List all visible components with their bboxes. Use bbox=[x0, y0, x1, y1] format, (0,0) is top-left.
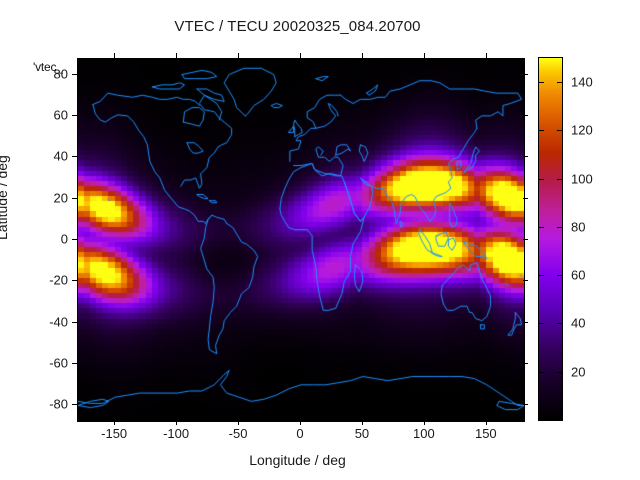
y-tick-label: 80 bbox=[53, 66, 68, 81]
x-tick-mark bbox=[176, 420, 178, 425]
colorbar-tick-label: 100 bbox=[571, 171, 593, 187]
x-tick-mark bbox=[300, 420, 301, 425]
y-tick-mark bbox=[523, 156, 528, 158]
y-tick-mark bbox=[72, 156, 77, 158]
x-tick-mark bbox=[238, 53, 240, 58]
colorbar-tick-mark bbox=[557, 82, 563, 84]
x-tick-mark bbox=[114, 420, 116, 425]
colorbar-tick-mark bbox=[557, 371, 563, 373]
colorbar-tick-mark bbox=[538, 130, 544, 132]
colorbar-tick-mark bbox=[557, 226, 563, 228]
colorbar-tick-mark bbox=[557, 275, 563, 277]
colorbar-tick-mark bbox=[557, 130, 563, 132]
x-tick-mark bbox=[423, 53, 425, 58]
colorbar-gradient bbox=[539, 58, 562, 420]
x-axis-label: Longitude / deg bbox=[249, 452, 346, 468]
colorbar-tick-mark bbox=[557, 323, 563, 325]
y-tick-label: -40 bbox=[49, 314, 68, 330]
y-tick-mark bbox=[72, 404, 77, 406]
y-tick-mark bbox=[523, 114, 528, 116]
colorbar-tick-label: 120 bbox=[571, 122, 593, 138]
y-tick-mark bbox=[523, 280, 528, 282]
y-tick-mark bbox=[72, 114, 77, 116]
y-tick-mark bbox=[72, 280, 77, 282]
y-tick-label: 60 bbox=[53, 107, 68, 123]
x-tick-mark bbox=[300, 53, 301, 58]
x-tick-mark bbox=[238, 420, 240, 425]
y-tick-mark bbox=[523, 404, 528, 406]
colorbar-tick-mark bbox=[538, 323, 544, 325]
y-tick-label: 20 bbox=[53, 190, 68, 206]
y-tick-mark bbox=[523, 73, 528, 75]
y-tick-mark bbox=[523, 239, 528, 240]
y-tick-label: 0 bbox=[60, 231, 68, 247]
x-tick-label: 100 bbox=[413, 426, 435, 441]
y-tick-mark bbox=[72, 321, 77, 323]
vtec-map-axes[interactable] bbox=[77, 58, 525, 422]
page-title: VTEC / TECU 20020325_084.20700 bbox=[174, 18, 421, 35]
x-tick-label: 0 bbox=[296, 426, 304, 441]
y-tick-mark bbox=[72, 239, 77, 240]
y-tick-label: 40 bbox=[53, 148, 68, 164]
y-tick-mark bbox=[523, 321, 528, 323]
y-tick-mark bbox=[523, 197, 528, 199]
colorbar-tick-label: 80 bbox=[571, 219, 586, 235]
x-tick-label: -150 bbox=[101, 426, 128, 441]
x-tick-mark bbox=[361, 53, 363, 58]
x-tick-label: 150 bbox=[474, 426, 497, 441]
colorbar-tick-mark bbox=[538, 275, 544, 277]
colorbar-tick-mark bbox=[538, 226, 544, 228]
y-tick-mark bbox=[72, 197, 77, 199]
colorbar-tick-mark bbox=[538, 82, 544, 84]
colorbar-tick-label: 60 bbox=[571, 267, 586, 283]
x-tick-mark bbox=[485, 420, 487, 425]
y-tick-label: -60 bbox=[49, 355, 68, 371]
colorbar-tick-mark bbox=[557, 178, 563, 180]
colorbar-tick-mark bbox=[538, 178, 544, 180]
y-tick-label: -80 bbox=[49, 396, 68, 412]
x-tick-mark bbox=[485, 53, 487, 58]
x-tick-label: -100 bbox=[163, 426, 190, 441]
x-tick-label: 50 bbox=[354, 426, 370, 441]
y-tick-mark bbox=[72, 363, 77, 365]
y-tick-mark bbox=[72, 73, 77, 75]
colorbar[interactable] bbox=[538, 57, 563, 421]
x-tick-mark bbox=[114, 53, 116, 58]
colorbar-tick-mark bbox=[538, 371, 544, 373]
colorbar-tick-label: 140 bbox=[571, 74, 593, 90]
colorbar-tick-label: 40 bbox=[571, 315, 586, 331]
x-tick-label: -50 bbox=[228, 426, 248, 441]
y-tick-label: -20 bbox=[49, 272, 68, 288]
coastline-overlay bbox=[78, 59, 524, 421]
y-tick-mark bbox=[523, 363, 528, 365]
x-tick-mark bbox=[361, 420, 363, 425]
x-tick-mark bbox=[423, 420, 425, 425]
x-tick-mark bbox=[176, 53, 178, 58]
stray-vtec-label: 'vtec_ bbox=[33, 60, 63, 74]
colorbar-tick-label: 20 bbox=[571, 364, 586, 380]
